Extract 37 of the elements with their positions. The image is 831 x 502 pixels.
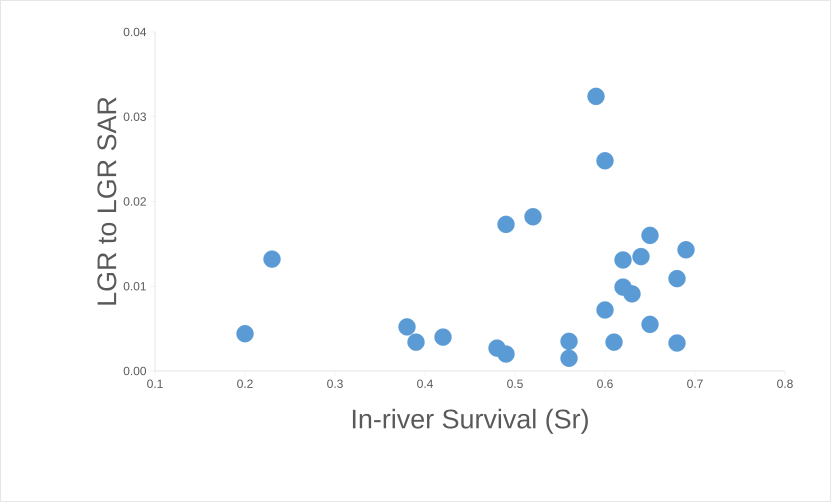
x-tick-label: 0.4 <box>417 380 433 388</box>
point <box>641 316 659 334</box>
point <box>434 328 452 346</box>
point <box>587 88 605 106</box>
point <box>668 334 686 352</box>
point <box>677 241 695 258</box>
y-axis-title: LGR to LGR SAR <box>97 97 116 305</box>
y-tick-label: 0.00 <box>124 366 146 376</box>
x-tick-label: 0.3 <box>327 380 343 388</box>
point <box>614 251 632 269</box>
point <box>560 350 578 367</box>
point <box>407 333 425 351</box>
point <box>236 324 254 342</box>
x-tick-label: 0.7 <box>687 380 703 388</box>
x-axis-title: In-river Survival (Sr) <box>352 408 588 434</box>
point <box>668 270 686 288</box>
x-tick-label: 0.6 <box>597 380 613 388</box>
point <box>497 216 515 234</box>
point <box>605 333 623 351</box>
point <box>560 332 578 350</box>
point <box>398 318 416 336</box>
y-tick-label: 0.04 <box>124 28 146 36</box>
point <box>596 301 614 319</box>
x-tick-label: 0.8 <box>777 380 793 388</box>
y-tick-label: 0.03 <box>124 112 146 121</box>
point <box>623 285 641 303</box>
x-tick-label: 0.1 <box>147 380 163 388</box>
point <box>263 250 281 268</box>
point <box>596 152 614 170</box>
point <box>641 226 659 244</box>
y-tick-label: 0.02 <box>124 197 146 206</box>
point <box>524 208 542 226</box>
point <box>497 345 515 363</box>
x-tick-label: 0.5 <box>507 380 523 388</box>
y-tick-label: 0.01 <box>124 282 146 290</box>
x-tick-label: 0.2 <box>237 380 253 388</box>
point <box>632 248 650 266</box>
